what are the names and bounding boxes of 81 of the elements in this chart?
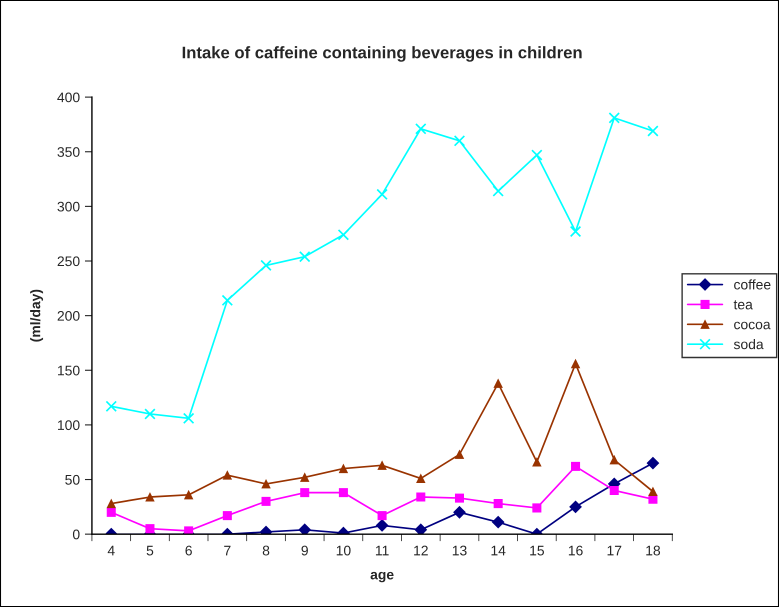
x-tick-label: 7 <box>224 546 231 556</box>
legend-label: coffee <box>734 279 770 290</box>
point <box>532 458 542 467</box>
y-tick-label: 250 <box>58 256 80 266</box>
point <box>454 135 466 147</box>
point <box>494 499 503 508</box>
x-tick-label: 12 <box>414 546 428 556</box>
point <box>338 229 350 240</box>
point <box>492 516 504 528</box>
y-tick-label: 350 <box>57 147 80 157</box>
point <box>262 496 271 506</box>
legend-label: cocoa <box>734 322 771 330</box>
x-tick-label: 6 <box>185 546 192 556</box>
y-tick-label: 100 <box>58 420 80 430</box>
point <box>106 499 116 508</box>
y-tick-label: 50 <box>65 474 80 485</box>
point <box>571 462 580 471</box>
point <box>648 487 658 496</box>
point <box>414 524 428 534</box>
point <box>376 188 388 200</box>
x-axis-title: age <box>370 572 394 582</box>
point <box>453 506 466 519</box>
point <box>570 226 582 238</box>
point <box>300 488 310 498</box>
x-tick-label: 8 <box>262 546 270 556</box>
legend-label: soda <box>734 339 764 350</box>
point <box>106 400 117 412</box>
point <box>378 460 387 470</box>
x-tick-label: 4 <box>108 546 115 556</box>
y-tick-label: 300 <box>57 202 80 212</box>
point <box>145 524 154 534</box>
legend-label: tea <box>734 300 753 310</box>
x-tick-label: 14 <box>492 546 506 556</box>
point <box>182 412 194 424</box>
point <box>145 492 154 502</box>
point <box>222 294 234 306</box>
point <box>144 408 156 420</box>
point <box>299 250 310 262</box>
point <box>416 492 426 502</box>
point <box>106 508 116 517</box>
x-tick-label: 18 <box>646 546 660 556</box>
point <box>531 149 543 161</box>
point <box>569 500 582 514</box>
point <box>610 486 619 495</box>
point <box>416 474 426 483</box>
chart-title: Intake of caffeine containing beverages in children <box>182 46 582 62</box>
point <box>608 112 620 124</box>
point <box>378 511 387 520</box>
y-tick-label: 400 <box>57 92 80 102</box>
point <box>376 519 388 532</box>
x-tick-label: 16 <box>568 546 583 556</box>
point <box>532 503 542 512</box>
point <box>222 470 232 480</box>
point <box>492 185 504 197</box>
point <box>647 125 659 137</box>
y-tick-label: 200 <box>58 310 80 321</box>
x-tick-label: 15 <box>530 546 544 556</box>
y-tick-label: 0 <box>72 529 80 540</box>
x-tick-label: 17 <box>608 546 622 556</box>
point <box>338 464 348 474</box>
x-tick-label: 9 <box>302 546 308 556</box>
point <box>646 456 660 470</box>
point <box>338 488 348 498</box>
point <box>494 378 503 388</box>
x-tick-label: 10 <box>336 546 351 556</box>
point <box>454 494 464 503</box>
point <box>260 260 272 272</box>
x-tick-label: 13 <box>452 546 467 556</box>
point <box>454 450 464 459</box>
point <box>300 472 310 482</box>
point <box>262 479 271 488</box>
point <box>222 511 232 520</box>
point <box>415 123 426 134</box>
y-tick-label: 150 <box>58 366 80 376</box>
x-tick-label: 5 <box>146 546 154 556</box>
point <box>298 524 311 534</box>
point <box>571 359 580 368</box>
y-axis-title: (ml/day) <box>30 290 44 342</box>
x-tick-label: 11 <box>376 546 389 556</box>
point <box>184 490 194 500</box>
point <box>610 455 619 464</box>
